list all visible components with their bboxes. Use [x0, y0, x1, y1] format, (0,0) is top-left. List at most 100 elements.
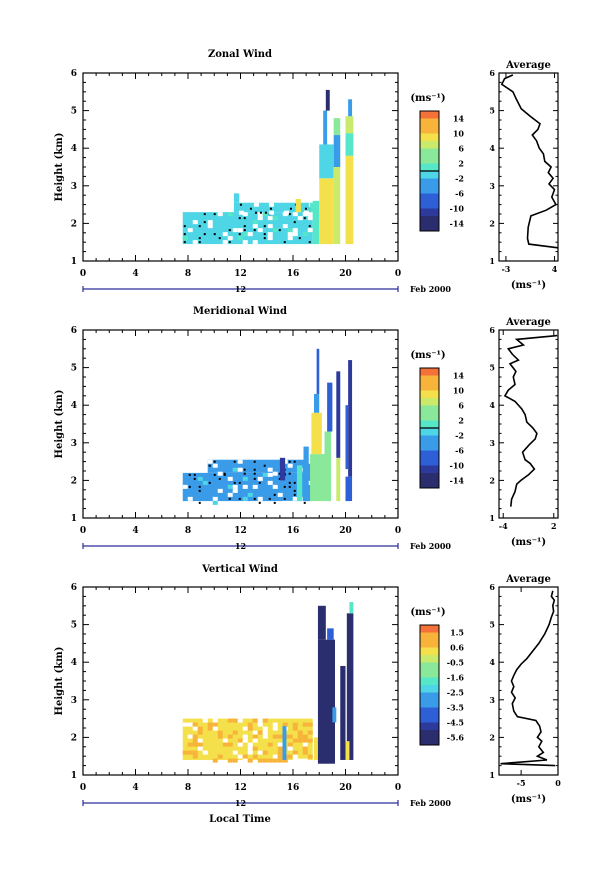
average-y-tick-label: 5 [489, 363, 495, 373]
panel-zonal: Zonal Wind Height (km) 0 4 8 12 16 20 0 … [54, 49, 559, 294]
heatmap-gap [268, 202, 274, 207]
heatmap-gap [302, 758, 308, 763]
average-ticks [499, 329, 558, 519]
average-y-tick-label: 3 [489, 181, 495, 191]
contour-dot [273, 493, 276, 496]
colorbar-swatch [420, 186, 439, 194]
heatmap-cell [310, 454, 325, 502]
contour-dot [238, 497, 241, 500]
average-x-tick-label: 2 [551, 521, 557, 531]
contour-dot [259, 211, 262, 214]
contour-dot [293, 489, 296, 492]
heatmap-gap [227, 492, 233, 497]
average-profile-line [503, 334, 558, 507]
heatmap-cell [262, 750, 268, 755]
contour-dot [188, 485, 191, 488]
contour-dot [198, 485, 201, 488]
heatmap-cell [227, 742, 233, 747]
colorbar-swatch [420, 428, 439, 436]
heatmap-cell [233, 193, 240, 203]
axis-ticks [82, 72, 399, 262]
date-label: Feb 2000 [410, 284, 451, 294]
heatmap-cell [202, 480, 208, 485]
heatmap-cell [267, 758, 273, 763]
colorbar-tick-label: -3.5 [447, 703, 464, 713]
heatmap-cell [277, 746, 283, 751]
heatmap-cell [252, 746, 258, 751]
heatmap-cell [262, 718, 268, 723]
heatmap-cell [277, 754, 283, 759]
colorbar-swatch [420, 171, 439, 179]
heatmap-cell [232, 467, 238, 472]
heatmap-cell [192, 738, 198, 743]
heatmap-cell [272, 228, 278, 233]
colorbar-swatch [420, 722, 439, 731]
heatmap-cell [332, 707, 337, 723]
colorbar-tick-label: -4.5 [447, 718, 464, 728]
colorbar-swatch [420, 647, 439, 656]
heatmap-gap [222, 232, 228, 237]
date-label: Feb 2000 [410, 798, 451, 808]
colorbar-swatch [420, 640, 439, 648]
y-tick-label: 1 [71, 771, 77, 781]
colorbar [419, 624, 440, 746]
heatmap-cell [197, 742, 203, 747]
colorbar-swatch [420, 670, 439, 678]
heatmap-cell [336, 371, 341, 458]
colorbar-tick-labels: 1.5 0.6 -0.5 -1.6 -2.5 -3.5 -4.5 -5.6 [447, 628, 465, 743]
contour-dot [183, 233, 186, 236]
contour-dot [218, 477, 221, 480]
heatmap-cell [232, 718, 238, 723]
heatmap-gap [252, 738, 258, 743]
contour-dot [263, 237, 266, 240]
colorbar-swatch [420, 480, 439, 489]
colorbar-swatch [420, 148, 439, 157]
average-y-tick-label: 2 [489, 732, 495, 742]
heatmap-cell [345, 133, 354, 156]
heatmap-cell [227, 758, 233, 763]
heatmap-gap [297, 216, 303, 221]
heatmap-gap [237, 742, 243, 747]
colorbar-swatch [420, 368, 439, 376]
contour-dot [253, 460, 256, 463]
heatmap-gap [197, 746, 203, 751]
colorbar-tick-label: -0.5 [447, 658, 464, 668]
contour-dot [243, 229, 246, 232]
colorbar-tick-label: 0.6 [450, 643, 464, 653]
heatmap-gap [277, 742, 283, 747]
contour-dot [258, 501, 261, 504]
heatmap-cell [237, 236, 243, 241]
heatmap-cell [182, 750, 188, 755]
heatmap-cell [327, 628, 334, 640]
y-tick-labels: 1 2 3 4 5 6 [71, 69, 77, 267]
contour-dot [278, 229, 281, 232]
colorbar-swatch [420, 201, 439, 209]
heatmap-cell [307, 754, 313, 759]
heatmap-area [182, 348, 353, 505]
colorbar-swatch [420, 133, 439, 142]
heatmap-cell [302, 734, 308, 739]
contour-dot [253, 468, 256, 471]
heatmap-cell [187, 750, 193, 755]
average-profile-line [500, 74, 559, 249]
heatmap-cell [346, 613, 354, 760]
colorbar-swatch [420, 443, 439, 451]
heatmap-cell [257, 758, 263, 763]
heatmap-cell [314, 393, 320, 413]
average-y-tick-label: 1 [489, 770, 495, 780]
heatmap-gap [252, 730, 258, 735]
heatmap-gap [187, 734, 193, 739]
heatmap-cell [287, 734, 293, 739]
heatmap-cell [217, 730, 223, 735]
contour-dot [263, 225, 266, 228]
y-tick-labels: 1 2 3 4 5 6 [71, 326, 77, 524]
heatmap-cell [182, 236, 188, 241]
heatmap-gap [237, 467, 243, 472]
heatmap-gap [187, 496, 193, 501]
heatmap-cell [232, 758, 238, 763]
heatmap-cell [277, 758, 283, 763]
heatmap-cell [252, 718, 258, 723]
contour-dot [223, 472, 226, 475]
heatmap-gap [267, 224, 273, 229]
heatmap-gap [242, 484, 248, 489]
